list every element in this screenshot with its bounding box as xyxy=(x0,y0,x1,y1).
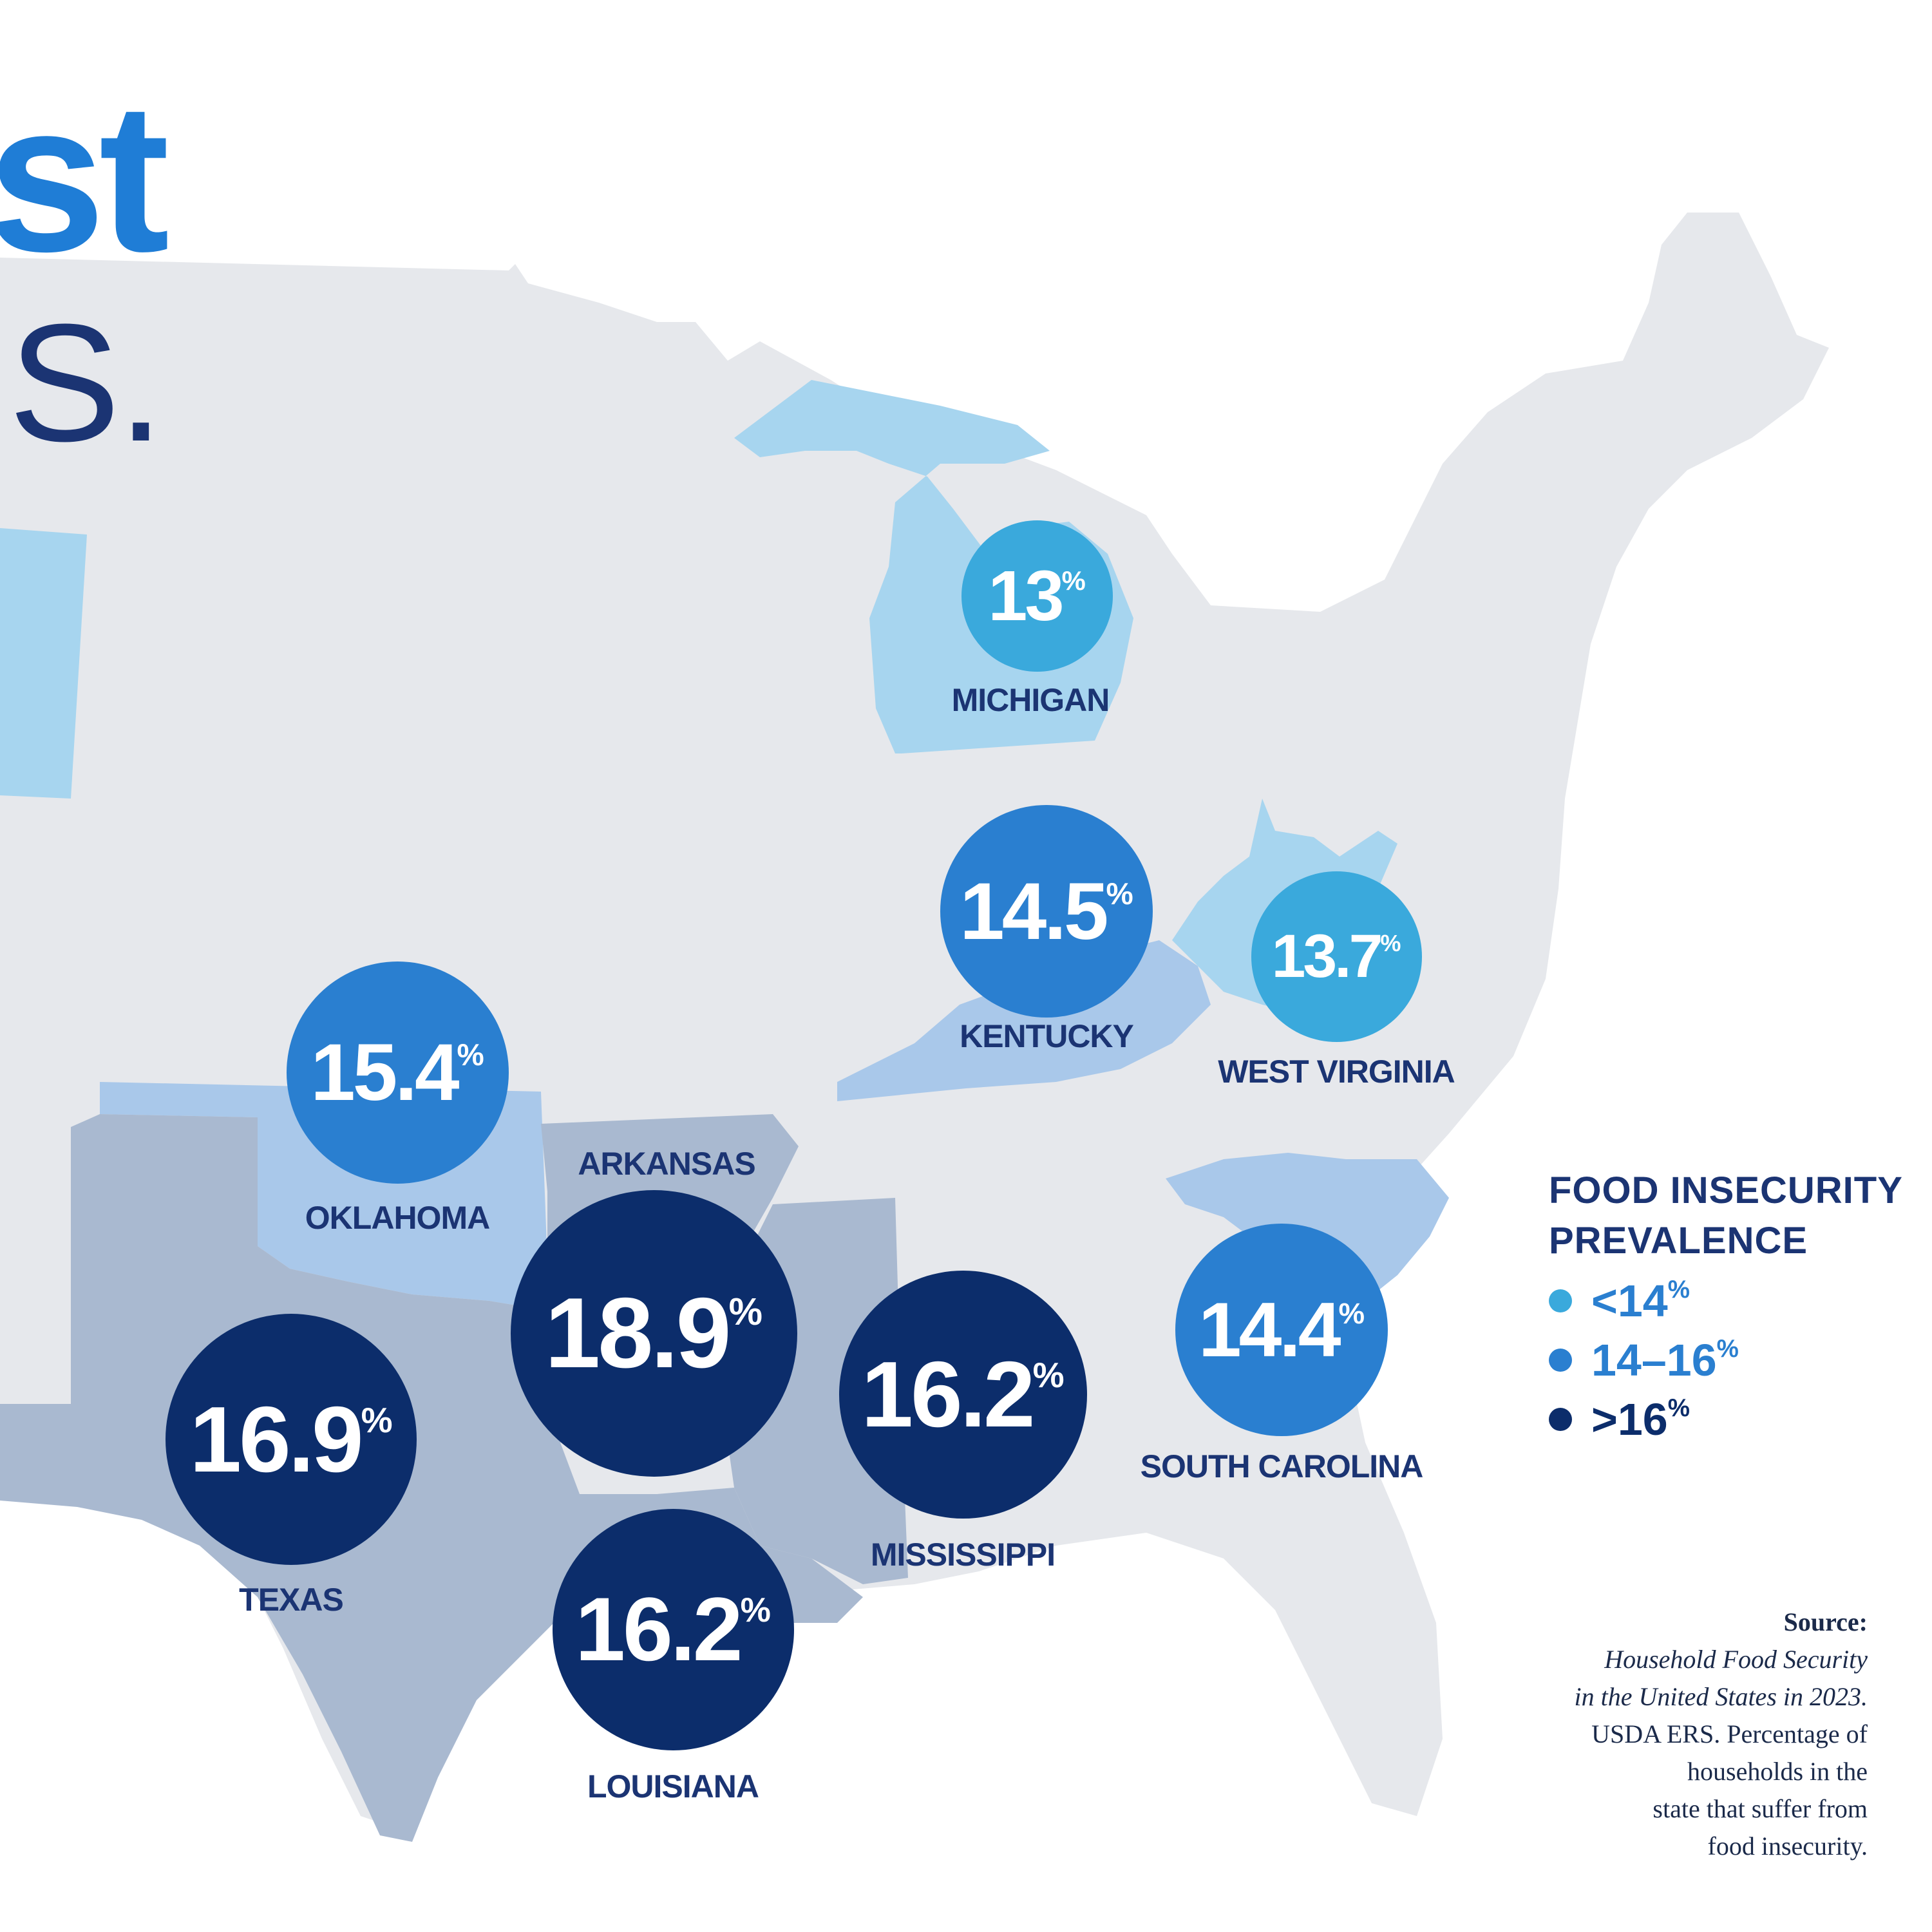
source-line-6: food insecurity. xyxy=(1707,1832,1868,1861)
percent-oklahoma: % xyxy=(457,1038,484,1073)
legend-suffix-mid: % xyxy=(1716,1334,1739,1363)
percent-kentucky: % xyxy=(1106,877,1133,912)
percent-mississippi: % xyxy=(1032,1354,1065,1395)
value-michigan: 13 xyxy=(988,556,1064,636)
source-heading: Source: xyxy=(1783,1607,1868,1636)
legend-suffix-low: % xyxy=(1667,1275,1690,1303)
value-mississippi: 16.2 xyxy=(861,1341,1035,1446)
percent-south-carolina: % xyxy=(1338,1296,1365,1330)
legend-label-mid: 14–16 xyxy=(1591,1335,1717,1385)
bubble-kentucky: 14.5% xyxy=(940,805,1153,1018)
percent-michigan: % xyxy=(1061,565,1086,596)
bubble-michigan: 13% xyxy=(961,520,1113,672)
label-south-carolina: SOUTH CAROLINA xyxy=(1140,1448,1424,1484)
legend-label-low: <14 xyxy=(1591,1276,1668,1326)
source-note: Source: Household Food Security in the U… xyxy=(1468,1604,1868,1865)
label-louisiana: LOUISIANA xyxy=(587,1768,759,1804)
label-oklahoma: OKLAHOMA xyxy=(305,1200,490,1236)
legend-dot-high xyxy=(1549,1408,1572,1431)
legend-title-line2: PREVALENCE xyxy=(1549,1220,1808,1262)
legend: FOOD INSECURITY PREVALENCE <14% 14–16% >… xyxy=(1549,1166,1903,1449)
source-italic-1: Household Food Security xyxy=(1604,1645,1868,1674)
label-texas: TEXAS xyxy=(239,1582,344,1618)
percent-west-virginia: % xyxy=(1380,930,1401,957)
value-arkansas: 18.9 xyxy=(544,1277,732,1388)
percent-arkansas: % xyxy=(728,1291,763,1334)
percent-louisiana: % xyxy=(740,1591,771,1630)
title-fragment-top: st xyxy=(0,58,169,296)
bubble-louisiana: 16.2% xyxy=(552,1508,794,1750)
percent-texas: % xyxy=(361,1399,393,1440)
bubble-arkansas: 18.9% xyxy=(510,1189,797,1477)
title-fragment-bottom: .S. xyxy=(0,290,164,477)
value-west-virginia: 13.7 xyxy=(1271,922,1383,990)
value-oklahoma: 15.4 xyxy=(310,1027,459,1117)
legend-item-mid: 14–16% xyxy=(1549,1331,1903,1390)
state-shape-colorado xyxy=(0,528,87,799)
bubble-oklahoma: 15.4% xyxy=(286,961,509,1184)
value-texas: 16.9 xyxy=(189,1387,363,1492)
source-italic-2: in the United States in 2023. xyxy=(1574,1682,1868,1711)
source-line-5: state that suffer from xyxy=(1653,1794,1868,1823)
legend-label-high: >16 xyxy=(1591,1394,1668,1444)
value-louisiana: 16.2 xyxy=(575,1578,743,1680)
label-mississippi: MISSISSIPPI xyxy=(870,1537,1056,1573)
source-line-4: households in the xyxy=(1687,1757,1868,1786)
value-south-carolina: 14.4 xyxy=(1198,1287,1341,1373)
label-michigan: MICHIGAN xyxy=(951,682,1110,718)
bubble-mississippi: 16.2% xyxy=(838,1270,1087,1519)
bubble-south-carolina: 14.4% xyxy=(1175,1224,1388,1436)
bubble-west-virginia: 13.7% xyxy=(1251,871,1422,1042)
label-arkansas: ARKANSAS xyxy=(578,1146,755,1182)
source-line-3: USDA ERS. Percentage of xyxy=(1591,1719,1868,1748)
legend-suffix-high: % xyxy=(1667,1394,1690,1422)
legend-dot-low xyxy=(1549,1289,1572,1312)
legend-dot-mid xyxy=(1549,1349,1572,1372)
label-west-virginia: WEST VIRGINIA xyxy=(1218,1054,1455,1090)
label-kentucky: KENTUCKY xyxy=(960,1018,1134,1054)
value-kentucky: 14.5 xyxy=(960,866,1108,956)
legend-item-high: >16% xyxy=(1549,1390,1903,1449)
legend-title-line1: FOOD INSECURITY xyxy=(1549,1170,1903,1211)
bubble-texas: 16.9% xyxy=(166,1314,417,1565)
legend-item-low: <14% xyxy=(1549,1271,1903,1331)
